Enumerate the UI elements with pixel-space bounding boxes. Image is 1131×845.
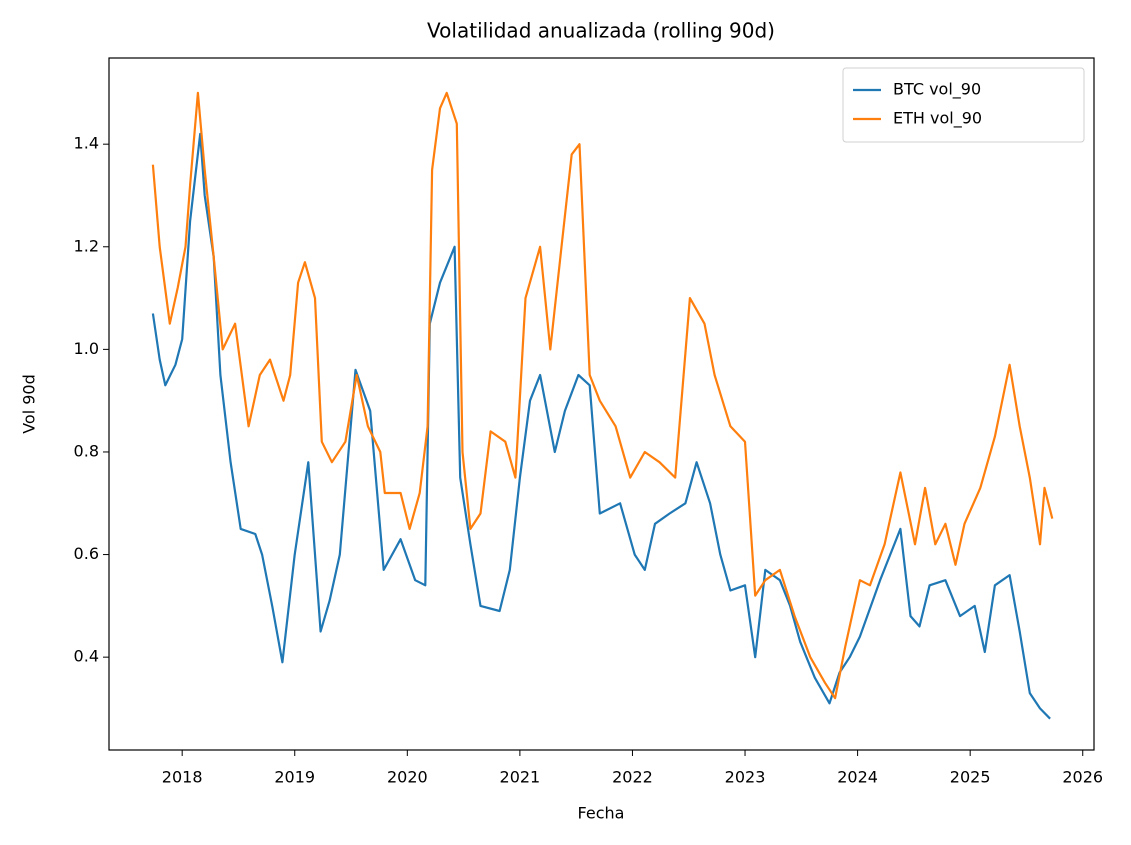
x-tick-label: 2020 <box>387 768 428 787</box>
plot-area <box>151 91 1054 720</box>
y-tick-label: 0.8 <box>74 441 99 460</box>
legend-box <box>842 67 1085 143</box>
y-tick-label: 1.4 <box>74 134 99 153</box>
x-tick-label: 2024 <box>837 768 878 787</box>
y-tick-label: 0.4 <box>74 647 99 666</box>
data-line <box>151 132 1051 720</box>
y-tick-label: 1.0 <box>74 339 99 358</box>
x-tick-label: 2021 <box>500 768 541 787</box>
x-tick-label: 2025 <box>950 768 991 787</box>
legend-label: ETH vol_90 <box>893 109 982 129</box>
x-tick-label: 2022 <box>612 768 653 787</box>
x-axis-label: Fecha <box>578 804 625 823</box>
x-tick-label: 2023 <box>725 768 766 787</box>
y-axis-label: Vol 90d <box>20 374 39 434</box>
x-tick-label: 2026 <box>1062 768 1103 787</box>
legend: BTC vol_90 ETH vol_90 <box>842 67 1085 143</box>
y-tick-label: 0.6 <box>74 544 99 563</box>
x-tick-label: 2019 <box>274 768 315 787</box>
axes-frame <box>108 57 1095 751</box>
x-tick-label: 2018 <box>162 768 203 787</box>
y-tick-label: 1.2 <box>74 236 99 255</box>
chart-title: Volatilidad anualizada (rolling 90d) <box>427 19 775 43</box>
legend-label: BTC vol_90 <box>893 80 981 100</box>
data-line <box>151 91 1054 700</box>
